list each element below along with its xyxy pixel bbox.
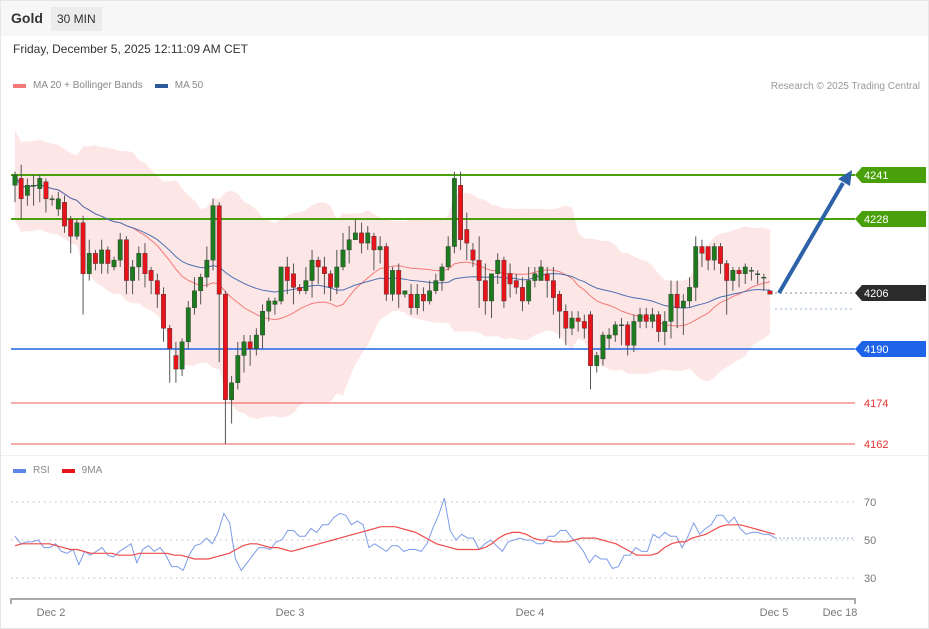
legend-swatch-icon (13, 468, 26, 473)
arrow-head-icon (838, 170, 852, 186)
x-axis (10, 598, 856, 604)
x-axis-label: Dec 18 (823, 607, 858, 619)
legend-ma20-bollinger: MA 20 + Bollinger Bands (13, 80, 143, 91)
x-axis-label: Dec 5 (760, 607, 789, 619)
legend-rsi: RSI (13, 465, 50, 476)
panel-divider (1, 455, 928, 456)
datetime-label: Friday, December 5, 2025 12:11:09 AM CET (13, 42, 249, 56)
legend-label: RSI (33, 465, 50, 476)
x-axis-label: Dec 3 (276, 607, 305, 619)
level-label: 4174 (864, 398, 888, 410)
last-price-tag (855, 285, 926, 301)
level-label: 4241 (864, 170, 888, 182)
top-bar (1, 1, 928, 36)
rsi-legend: RSI 9MA (13, 465, 114, 476)
resistance-tag (855, 211, 926, 227)
legend-label: 9MA (81, 465, 103, 476)
legend-label: MA 20 + Bollinger Bands (33, 80, 143, 91)
rsi-line (14, 498, 776, 572)
pivot-tag (855, 341, 926, 357)
resistance-tag (855, 167, 926, 183)
rsi-axis-label: 50 (864, 535, 876, 547)
legend-swatch-icon (61, 468, 75, 473)
level-label: 4228 (864, 214, 888, 226)
level-label: 4162 (864, 439, 888, 451)
legend-ma50: MA 50 (154, 80, 204, 91)
level-label: 4206 (864, 288, 888, 300)
timeframe-button[interactable]: 30 MIN (51, 7, 102, 31)
candlesticks (12, 164, 773, 444)
forecast-arrow (777, 181, 845, 295)
level-label: 4190 (864, 344, 888, 356)
legend-9ma: 9MA (61, 465, 103, 476)
legend-swatch-icon (13, 83, 26, 88)
rsi-axis-label: 30 (864, 573, 876, 585)
x-axis-label: Dec 4 (516, 607, 545, 619)
legend-label: MA 50 (174, 80, 204, 91)
legend-swatch-icon (154, 83, 168, 88)
rsi-axis-label: 70 (864, 497, 876, 509)
rsi-9ma-line (14, 524, 776, 560)
copyright: Research © 2025 Trading Central (770, 81, 920, 92)
main-legend: MA 20 + Bollinger Bands MA 50 (13, 80, 215, 91)
instrument-title: Gold (11, 10, 43, 26)
x-axis-label: Dec 2 (37, 607, 66, 619)
